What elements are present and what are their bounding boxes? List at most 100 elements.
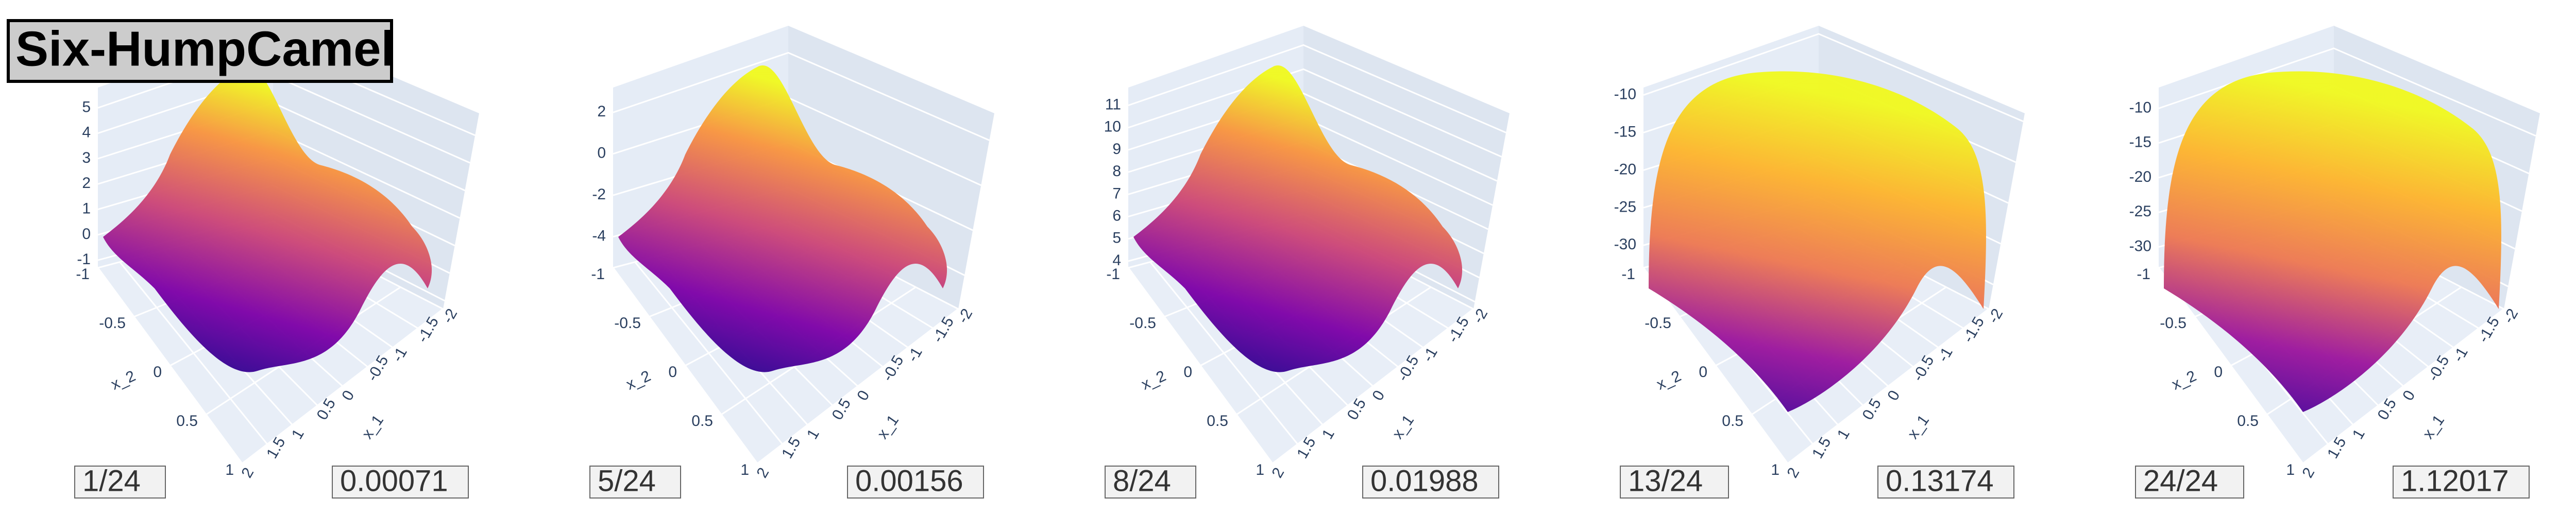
value-label: 1.12017 — [2401, 464, 2509, 497]
z-tick-label: 5 — [82, 98, 91, 115]
z-tick-label: -20 — [1614, 161, 1636, 178]
x-tick-label: 1 — [1319, 426, 1338, 442]
y-tick-label: 1 — [225, 461, 234, 478]
x-tick-label: 1 — [1834, 426, 1853, 442]
y-tick-label: 1 — [740, 461, 749, 478]
x-grid-line — [119, 261, 268, 445]
z-tick-label: -4 — [592, 228, 606, 245]
z-grid-line — [1128, 68, 1502, 158]
step-label: 5/24 — [598, 464, 656, 497]
z-tick-label: 0 — [597, 145, 606, 162]
y-tick-label: 0.5 — [1722, 413, 1743, 430]
title-box — [7, 19, 393, 83]
z-tick-label: 6 — [1112, 208, 1121, 225]
y-tick-label: -1 — [1106, 266, 1120, 283]
step-box — [1620, 466, 1729, 499]
x-tick-label: 2 — [2299, 465, 2318, 481]
step-label: 1/24 — [82, 464, 141, 497]
step-label: 24/24 — [2143, 464, 2218, 497]
surface-panel: -30-25-20-15-10-1-0.500.51x_2-2-1.5-1-0.… — [1614, 26, 2025, 499]
z-tick-label: -25 — [1614, 198, 1636, 215]
surface — [103, 65, 432, 372]
y-tick-label: -0.5 — [99, 315, 126, 332]
step-label: 13/24 — [1628, 464, 1703, 497]
value-box — [332, 466, 469, 499]
x-axis-title: x_1 — [2419, 412, 2448, 442]
x-tick-label: 1 — [2349, 426, 2368, 442]
step-box — [589, 466, 681, 499]
y-tick-label: 0 — [668, 364, 677, 381]
z-tick-label: 4 — [1112, 252, 1121, 269]
value-label: 0.13174 — [1886, 464, 1994, 497]
z-tick-label: 9 — [1112, 141, 1121, 158]
x-grid-line — [1149, 261, 1298, 445]
step-label: 8/24 — [1113, 464, 1171, 497]
surface-panel: -1012345-1-0.500.51x_2-2-1.5-1-0.500.511… — [74, 26, 479, 499]
x-tick-label: 0 — [2399, 388, 2418, 404]
z-tick-label: -30 — [1614, 236, 1636, 253]
surface-panel: -30-25-20-15-10-1-0.500.51x_2-2-1.5-1-0.… — [2129, 26, 2540, 499]
y-tick-label: 0.5 — [2237, 413, 2259, 430]
z-tick-label: 10 — [1104, 118, 1121, 135]
y-tick-label: 0.5 — [176, 413, 198, 430]
y-axis-title: x_2 — [1139, 367, 1168, 393]
value-box — [1362, 466, 1499, 499]
z-tick-label: 5 — [1112, 230, 1121, 247]
x-grid-line — [1642, 267, 1789, 464]
y-tick-label: -0.5 — [2160, 315, 2187, 332]
x-axis-title: x_1 — [874, 412, 902, 442]
x-tick-label: 1 — [289, 426, 308, 442]
z-tick-label: 7 — [1112, 185, 1121, 202]
surface — [2164, 71, 2501, 412]
z-tick-label: -10 — [1614, 86, 1636, 103]
y-tick-label: -0.5 — [614, 315, 641, 332]
z-tick-label: 3 — [82, 149, 91, 166]
x-tick-label: 2 — [238, 465, 257, 481]
y-axis-title: x_2 — [1654, 367, 1684, 393]
z-grid-line — [1128, 92, 1498, 182]
surface — [1649, 71, 1986, 412]
z-grid-line — [1643, 33, 2024, 123]
z-tick-label: -15 — [1614, 123, 1636, 140]
z-tick-label: -2 — [592, 186, 606, 203]
value-box — [2393, 466, 2530, 499]
x-axis-title: x_1 — [1389, 412, 1417, 442]
title: Six-HumpCamel — [15, 21, 395, 76]
z-tick-label: 2 — [597, 103, 606, 120]
value-box — [1877, 466, 2014, 499]
z-grid-line — [613, 52, 990, 141]
z-tick-label: 8 — [1112, 163, 1121, 180]
x-tick-label: 0 — [1369, 388, 1388, 404]
value-label: 0.00071 — [340, 464, 448, 497]
z-tick-label: 1 — [82, 200, 91, 217]
x-tick-label: 0 — [338, 388, 358, 404]
y-axis-title: x_2 — [2169, 367, 2199, 393]
y-tick-label: 0 — [153, 364, 162, 381]
z-grid-line — [2158, 47, 2536, 137]
value-label: 0.01988 — [1370, 464, 1479, 497]
surface — [1133, 65, 1463, 372]
surface — [618, 65, 947, 372]
z-tick-label: -30 — [2129, 238, 2151, 255]
z-tick-label: 4 — [82, 124, 91, 141]
y-tick-label: -0.5 — [1129, 315, 1156, 332]
x-tick-label: 0 — [854, 388, 873, 404]
step-box — [74, 466, 166, 499]
y-tick-label: -0.5 — [1645, 315, 1671, 332]
y-axis-title: x_2 — [108, 367, 138, 393]
value-label: 0.00156 — [855, 464, 963, 497]
x-grid-line — [97, 267, 243, 464]
z-tick-label: -10 — [2129, 99, 2151, 116]
z-tick-label: -1 — [77, 251, 91, 268]
surface-panel: -4-202-1-0.500.51x_2-2-1.5-1-0.500.511.5… — [589, 26, 994, 499]
y-tick-label: 1 — [2286, 461, 2295, 478]
z-grid-line — [1128, 44, 1506, 133]
x-tick-label: 1 — [804, 426, 823, 442]
y-tick-label: 0.5 — [691, 413, 713, 430]
value-box — [847, 466, 984, 499]
y-tick-label: -1 — [1621, 266, 1635, 283]
z-tick-label: 0 — [82, 226, 91, 243]
y-tick-label: 0.5 — [1207, 413, 1228, 430]
x-axis-title: x_1 — [359, 412, 387, 442]
